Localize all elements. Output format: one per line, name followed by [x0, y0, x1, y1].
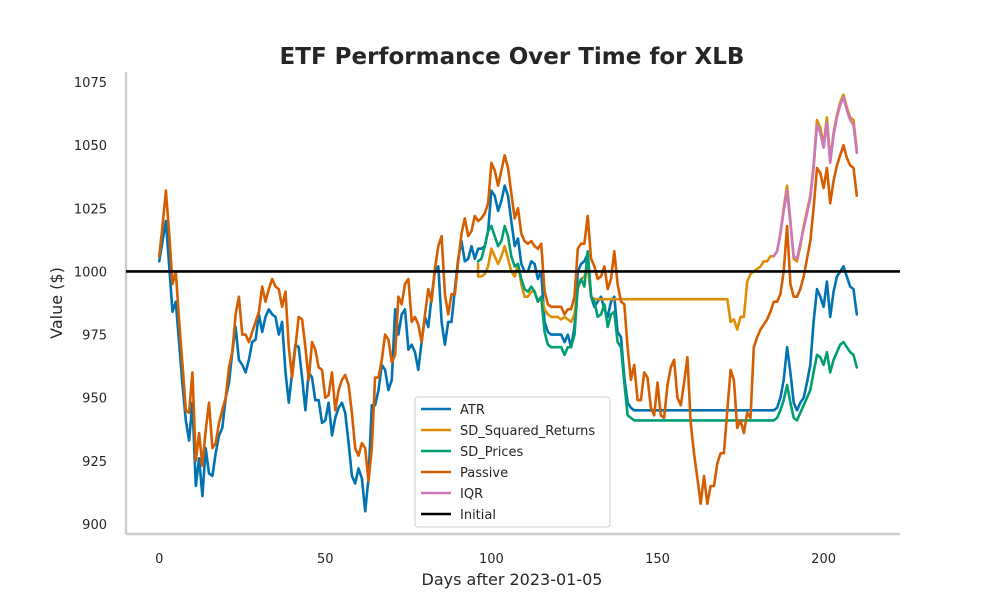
plot-area	[126, 93, 900, 513]
y-tick-label: 1050	[74, 139, 107, 154]
y-tick-label: 950	[82, 392, 107, 407]
x-tick-label: 100	[479, 552, 504, 567]
y-tick-label: 925	[82, 455, 107, 470]
legend-label: SD_Squared_Returns	[460, 424, 595, 439]
x-tick-label: 0	[155, 552, 163, 567]
series-line-sd-prices	[476, 224, 859, 422]
legend-label: Initial	[460, 508, 496, 523]
legend-box	[414, 396, 611, 528]
y-tick-label: 1075	[74, 76, 107, 91]
legend-label: SD_Prices	[460, 445, 523, 460]
x-tick-label: 150	[645, 552, 670, 567]
series-line-passive	[157, 143, 859, 505]
legend: ATR SD_Squared_Returns SD_Prices Passive IQR…	[414, 396, 611, 528]
series-line-atr	[157, 184, 859, 513]
legend-label: IQR	[460, 487, 483, 502]
x-tick-label: 50	[317, 552, 334, 567]
y-tick-label: 1000	[74, 265, 107, 280]
legend-label: ATR	[460, 403, 485, 418]
y-tick-label: 900	[82, 518, 107, 533]
y-tick-label: 975	[82, 329, 107, 344]
y-tick-label: 1025	[74, 202, 107, 217]
chart-title: ETF Performance Over Time for XLB	[280, 44, 745, 70]
legend-label: Passive	[460, 466, 508, 481]
series-line-iqr	[772, 95, 859, 261]
x-tick-label: 200	[811, 552, 836, 567]
axes: 0 50 100 150 200 900 925 950 975 1000 1025 1050 1075	[74, 72, 900, 567]
y-axis-label: Value ($)	[47, 267, 66, 339]
x-axis-label: Days after 2023-01-05	[422, 570, 603, 589]
